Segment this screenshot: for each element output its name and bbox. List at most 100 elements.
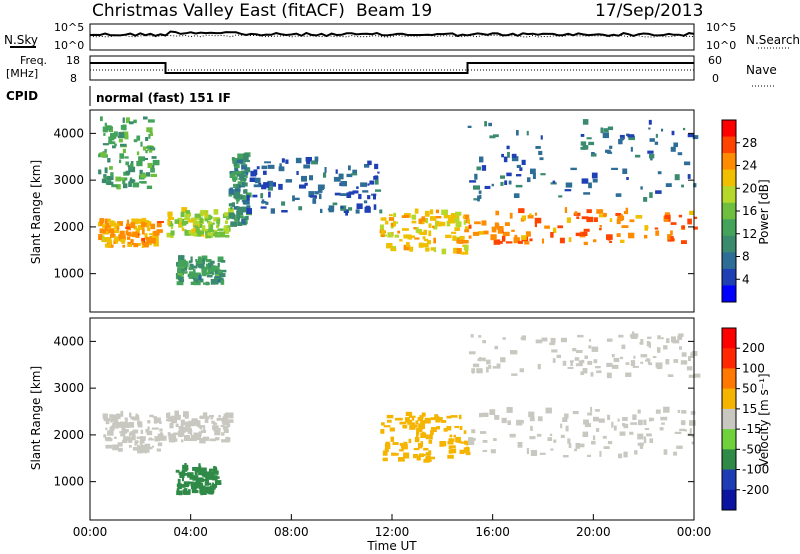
- colorbar-segment-8: [722, 489, 736, 511]
- echo-cell-6-17: [603, 128, 609, 133]
- echo-cell-7-73: [136, 160, 143, 167]
- echo-cell-8-70: [203, 267, 206, 273]
- echo-cell-7-45: [136, 151, 140, 156]
- echo-cell-5-98: [664, 212, 670, 215]
- echo-cell-1-71: [212, 222, 215, 225]
- echo-cell-6-51: [649, 138, 655, 142]
- echo-cell-5-104: [687, 218, 692, 225]
- echo-cell-6-37: [683, 127, 686, 131]
- nsearch-tick-low: 10^0: [706, 39, 736, 52]
- echo-cell-2-11: [244, 167, 251, 173]
- echo-cell-4-6: [413, 227, 418, 230]
- echo-cell-7-47: [149, 132, 153, 137]
- echo-cell-3-0: [453, 434, 456, 438]
- colorbar-tick-label-5: -50: [742, 442, 762, 456]
- echo-cell-3-68: [446, 415, 452, 419]
- echo-cell-3-91: [374, 175, 378, 178]
- ytick-label-0: 1000: [53, 475, 84, 489]
- echo-cell-3-88: [373, 204, 377, 210]
- echo-cell-0-109: [153, 417, 158, 424]
- echo-cell-5-57: [681, 225, 685, 229]
- echo-cell-4-22: [691, 434, 695, 438]
- echo-cell-4-104: [481, 412, 489, 417]
- echo-cell-4-73: [517, 442, 523, 448]
- echo-cell-3-16: [416, 427, 423, 433]
- echo-cell-4-62: [530, 450, 538, 456]
- velocity-heatmap: [102, 331, 701, 496]
- echo-cell-1-72: [224, 426, 228, 432]
- echo-cell-8-100: [212, 265, 216, 268]
- echo-cell-5-66: [655, 230, 660, 236]
- echo-cell-4-61: [501, 417, 507, 424]
- echo-cell-7-19: [146, 185, 153, 189]
- echo-cell-6-88: [582, 145, 589, 150]
- echo-cell-4-41: [680, 420, 686, 426]
- echo-cell-2-50: [240, 215, 244, 219]
- echo-cell-6-86: [605, 149, 611, 153]
- echo-cell-7-68: [115, 176, 122, 182]
- echo-cell-6-98: [627, 134, 635, 138]
- echo-cell-1-56: [188, 219, 195, 223]
- echo-cell-2-82: [237, 173, 243, 177]
- echo-cell-1-73: [173, 432, 179, 435]
- echo-cell-3-40: [459, 425, 463, 430]
- echo-cell-0-105: [108, 228, 114, 234]
- echo-cell-2-101: [237, 159, 243, 164]
- echo-cell-2-86: [229, 187, 233, 191]
- station-title: Christmas Valley East (fitACF): [92, 1, 345, 21]
- echo-cell-8-86: [188, 266, 192, 271]
- echo-cell-3-109: [314, 156, 319, 162]
- echo-cell-5-107: [491, 226, 497, 233]
- echo-cell-5-69: [521, 235, 527, 240]
- echo-cell-5-77: [511, 373, 518, 376]
- echo-cell-3-45: [333, 176, 341, 182]
- time-axis: 00:00 04:00 08:00 12:00 16:00 20:00 00:00: [73, 514, 711, 539]
- echo-cell-4-54: [516, 419, 523, 426]
- echo-cell-6-90: [527, 177, 531, 183]
- echo-cell-1-101: [192, 227, 196, 234]
- echo-cell-3-89: [264, 161, 271, 164]
- echo-cell-5-96: [552, 227, 557, 233]
- echo-cell-4-77: [560, 434, 565, 438]
- echo-cell-6-71: [648, 119, 652, 125]
- echo-cell-3-95: [278, 166, 285, 172]
- echo-cell-6-39: [507, 151, 510, 158]
- echo-cell-5-23: [496, 223, 500, 227]
- echo-cell-6-0: [654, 141, 659, 145]
- echo-cell-0-93: [152, 416, 157, 419]
- echo-cell-3-98: [292, 195, 295, 202]
- echo-cell-7-22: [107, 175, 114, 180]
- colorbar-segment-10: [722, 285, 736, 303]
- echo-cell-3-61: [421, 412, 426, 417]
- echo-cell-7-53: [140, 141, 143, 147]
- echo-cell-3-106: [311, 160, 318, 165]
- echo-cell-3-28: [403, 441, 408, 445]
- echo-cell-7-77: [130, 164, 133, 170]
- echo-cell-5-103: [550, 232, 554, 238]
- echo-cell-1-36: [169, 422, 174, 429]
- echo-cell-8-83: [209, 260, 214, 266]
- echo-cell-6-58: [570, 167, 577, 171]
- echo-cell-3-80: [413, 447, 420, 451]
- echo-cell-0-17: [105, 222, 110, 228]
- echo-cell-5-90: [472, 231, 480, 236]
- echo-cell-3-9: [392, 442, 399, 445]
- echo-cell-3-72: [384, 443, 391, 449]
- echo-cell-4-98: [393, 221, 399, 224]
- echo-cell-8-87: [197, 256, 202, 262]
- echo-cell-5-0: [583, 241, 588, 246]
- echo-cell-5-32: [671, 336, 676, 343]
- echo-cell-5-9: [681, 240, 687, 244]
- echo-cell-0-105: [111, 415, 119, 422]
- echo-cell-3-38: [252, 194, 258, 198]
- echo-cell-2-87: [213, 466, 216, 471]
- echo-cell-6-75: [526, 130, 529, 136]
- colorbar-segment-9: [722, 268, 736, 286]
- echo-cell-0-2: [137, 445, 144, 451]
- echo-cell-1-77: [182, 221, 187, 226]
- echo-cell-5-97: [581, 231, 588, 236]
- echo-cell-5-48: [621, 344, 626, 350]
- echo-cell-7-108: [139, 181, 146, 184]
- echo-cell-1-46: [167, 211, 173, 217]
- colorbar-tick-label-0: 200: [742, 341, 765, 355]
